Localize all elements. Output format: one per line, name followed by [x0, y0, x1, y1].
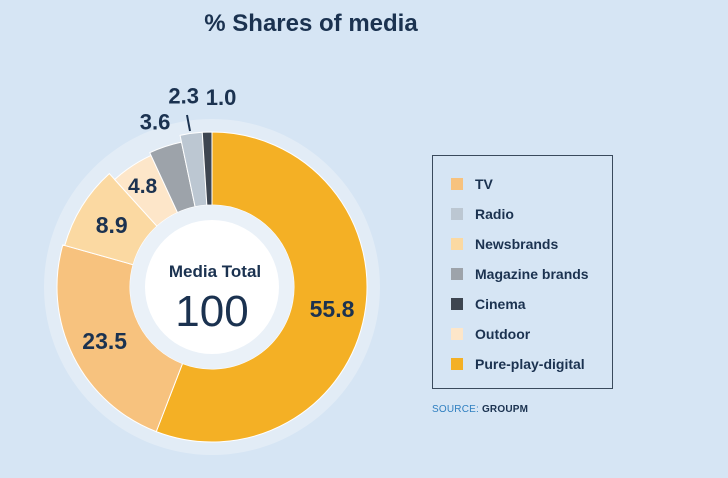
- legend-item-tv: TV: [433, 169, 612, 199]
- legend-item-pure-play-digital: Pure-play-digital: [433, 349, 612, 379]
- value-label-tv: 23.5: [82, 328, 127, 354]
- value-label-cinema: 1.0: [206, 85, 237, 110]
- source-note: SOURCE: GROUPM: [432, 404, 528, 415]
- source-name: GROUPM: [481, 404, 529, 415]
- center-label: Media Total: [169, 262, 261, 281]
- legend-swatch: [451, 268, 463, 280]
- center-value: 100: [175, 287, 248, 336]
- value-label-newsbrands: 8.9: [96, 212, 128, 238]
- center-disc: [145, 220, 279, 354]
- legend-label: TV: [475, 176, 493, 192]
- value-label-outdoor: 4.8: [128, 175, 158, 198]
- chart-legend: TV Radio Newsbrands Magazine brands Cinema Ou…: [432, 155, 613, 389]
- legend-label: Newsbrands: [475, 236, 559, 252]
- legend-swatch: [451, 208, 463, 220]
- value-label-magazine-brands: 3.6: [140, 109, 171, 134]
- legend-item-magazine-brands: Magazine brands: [433, 259, 612, 289]
- legend-swatch: [451, 298, 463, 310]
- legend-label: Radio: [475, 206, 514, 222]
- legend-label: Magazine brands: [475, 266, 589, 282]
- legend-item-radio: Radio: [433, 199, 612, 229]
- legend-label: Cinema: [475, 296, 526, 312]
- value-label-radio: 2.3: [168, 84, 199, 109]
- legend-swatch: [451, 238, 463, 250]
- legend-item-cinema: Cinema: [433, 289, 612, 319]
- legend-item-newsbrands: Newsbrands: [433, 229, 612, 259]
- source-prefix: SOURCE:: [432, 404, 482, 415]
- legend-swatch: [451, 358, 463, 370]
- legend-swatch: [451, 328, 463, 340]
- legend-swatch: [451, 178, 463, 190]
- chart-title: % Shares of media: [204, 10, 418, 37]
- value-label-pure-play-digital: 55.8: [310, 296, 355, 322]
- legend-label: Pure-play-digital: [475, 356, 585, 372]
- legend-item-outdoor: Outdoor: [433, 319, 612, 349]
- leader-line-radio: [186, 114, 191, 132]
- legend-label: Outdoor: [475, 326, 531, 342]
